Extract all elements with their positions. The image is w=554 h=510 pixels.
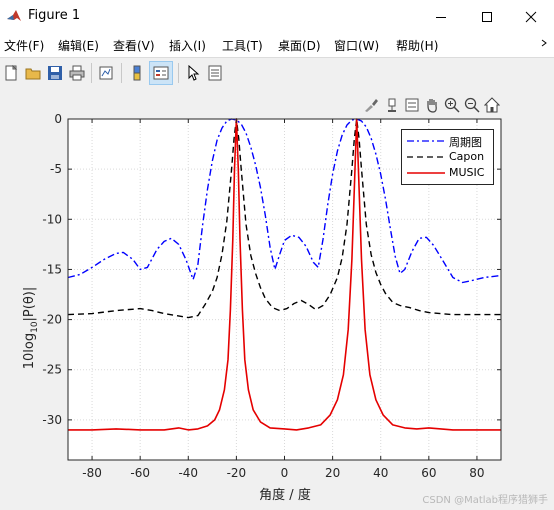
home-icon [484, 97, 500, 113]
figure-toolbar [0, 57, 554, 89]
y-tick-label: -10 [42, 212, 62, 226]
x-tick-label: 80 [469, 466, 484, 480]
legend-label: 周期图 [449, 136, 482, 149]
y-tick-label: -15 [42, 262, 62, 276]
x-axis-label: 角度 / 度 [259, 487, 311, 503]
x-tick-label: 0 [281, 466, 289, 480]
y-tick-label: -30 [42, 413, 62, 427]
brush-button[interactable] [362, 96, 380, 114]
legend-label: MUSIC [449, 166, 485, 179]
capon-line [67, 118, 501, 319]
link-plot-button[interactable] [95, 62, 117, 84]
menu-help[interactable]: 帮助(H) [396, 39, 439, 53]
menu-edit[interactable]: 编辑(E) [58, 39, 99, 53]
watermark: CSDN @Matlab程序猎狮手 [422, 495, 548, 506]
open-folder-icon [25, 68, 41, 80]
pan-hand-icon [427, 99, 437, 113]
pointer-button[interactable] [182, 62, 204, 84]
close-icon [525, 11, 537, 22]
x-tick-label: -20 [227, 466, 247, 480]
legend-line-solid [407, 172, 445, 174]
x-tick-label: 40 [373, 466, 388, 480]
minimize-icon [436, 16, 446, 18]
colorbar-icon [133, 65, 141, 81]
home-button[interactable] [483, 96, 501, 114]
maximize-button[interactable] [464, 0, 510, 33]
data-tip-button[interactable] [384, 96, 402, 114]
y-tick-label: -25 [42, 363, 62, 377]
music-line [68, 118, 501, 431]
zoom-out-button[interactable] [463, 96, 481, 114]
legend-line-dashdot [407, 140, 445, 142]
toolbar-separator [178, 63, 179, 83]
new-figure-icon [5, 65, 18, 81]
axes-box [67, 118, 502, 461]
pointer-icon [188, 65, 200, 81]
link-plot-icon [99, 66, 113, 80]
toolbar-separator [121, 63, 122, 83]
legend-label: Capon [449, 150, 485, 163]
new-figure-button[interactable] [0, 62, 22, 84]
data-tip-icon [388, 98, 396, 112]
property-inspector-button[interactable] [204, 62, 226, 84]
y-axis-label: 10log10|P(θ)| [22, 287, 40, 370]
legend-entry-capon: Capon [402, 149, 493, 165]
figure-canvas: -80 -60 -40 -20 0 20 40 60 80 0 -5 -10 -15 -20 -25 -30 … [0, 88, 554, 510]
menu-tools[interactable]: 工具(T) [222, 39, 263, 53]
window-title: Figure 1 [28, 8, 81, 23]
x-tick-label: -80 [82, 466, 102, 480]
y-tick-label: -20 [42, 313, 62, 327]
print-button[interactable] [66, 62, 88, 84]
print-icon [69, 65, 85, 81]
legend-line-dashed [407, 156, 445, 158]
restore-view-button[interactable] [403, 96, 421, 114]
close-button[interactable] [508, 0, 554, 33]
save-button[interactable] [44, 62, 66, 84]
x-tick-label: 20 [325, 466, 340, 480]
legend-button[interactable] [149, 61, 173, 85]
menu-overflow-arrow-icon[interactable] [540, 39, 548, 47]
matlab-logo-icon [7, 10, 21, 21]
x-tick-label: -60 [130, 466, 150, 480]
menu-window[interactable]: 窗口(W) [334, 39, 380, 53]
menu-view[interactable]: 查看(V) [113, 39, 155, 53]
menu-insert[interactable]: 插入(I) [169, 39, 206, 53]
open-button[interactable] [22, 62, 44, 84]
colorbar-button[interactable] [126, 62, 148, 84]
property-inspector-icon [208, 65, 222, 81]
zoom-out-icon [464, 97, 480, 113]
toolbar-separator [91, 63, 92, 83]
legend-icon [153, 66, 169, 80]
zoom-in-button[interactable] [443, 96, 461, 114]
x-tick-label: 60 [421, 466, 436, 480]
legend[interactable]: 周期图 Capon MUSIC [401, 129, 494, 185]
pan-button[interactable] [423, 96, 441, 114]
title-bar: Figure 1 [0, 0, 554, 33]
restore-view-icon [405, 98, 419, 112]
save-icon [48, 66, 62, 80]
legend-entry-music: MUSIC [402, 165, 493, 181]
zoom-in-icon [444, 97, 460, 113]
y-tick-label: 0 [54, 112, 62, 126]
minimize-button[interactable] [418, 0, 464, 33]
maximize-icon [482, 11, 492, 22]
x-tick-label: -40 [178, 466, 198, 480]
menu-file[interactable]: 文件(F) [4, 39, 45, 53]
legend-entry-periodogram: 周期图 [402, 133, 493, 149]
y-tick-label: -5 [50, 162, 62, 176]
menu-bar: 文件(F) 编辑(E) 查看(V) 插入(I) 工具(T) 桌面(D) 窗口(W… [0, 33, 554, 55]
brush-icon [365, 99, 378, 112]
menu-desktop[interactable]: 桌面(D) [278, 39, 321, 53]
